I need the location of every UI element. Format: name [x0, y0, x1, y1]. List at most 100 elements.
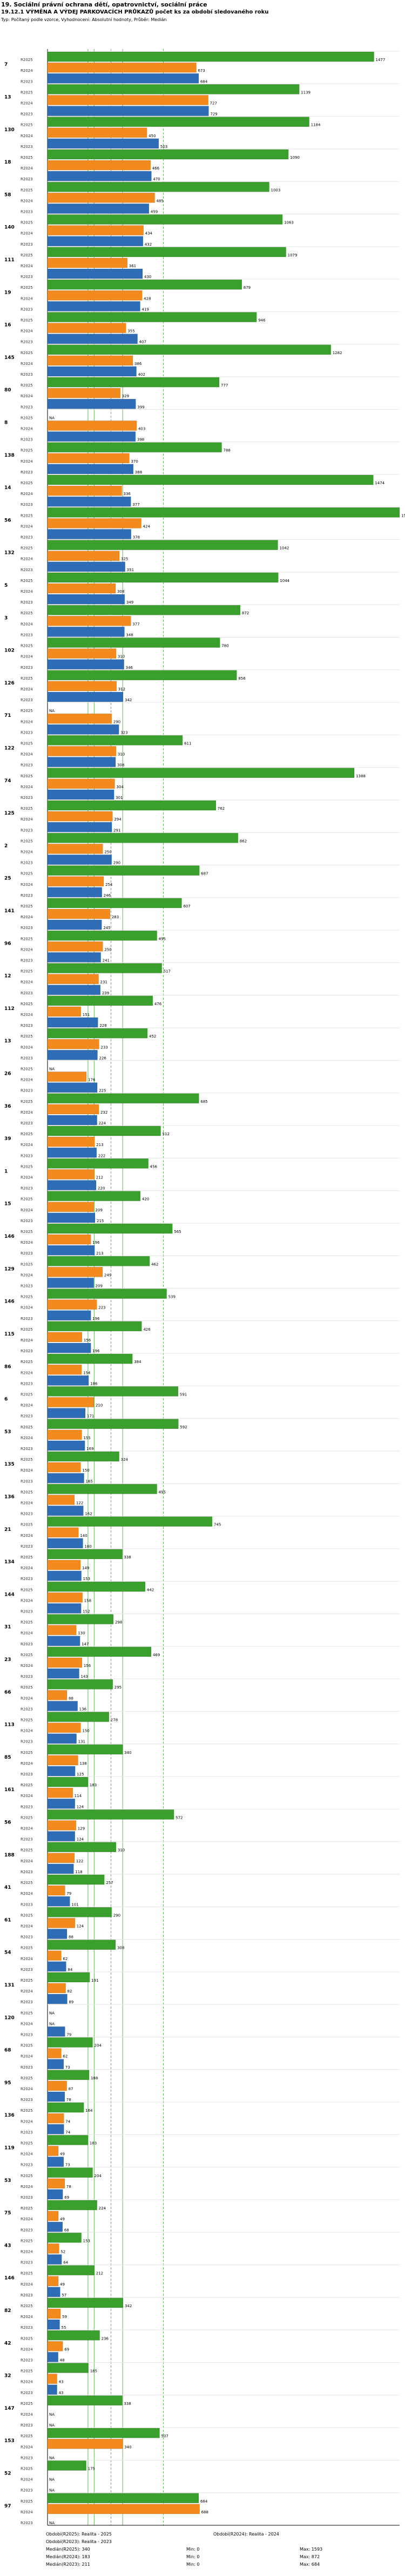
- bar: [47, 1082, 98, 1093]
- group-label: 16: [4, 323, 11, 328]
- data-label: 879: [244, 286, 251, 290]
- series-label: R2023: [21, 2293, 33, 2297]
- data-label: 57: [62, 2293, 66, 2297]
- group-label: 95: [4, 2080, 11, 2086]
- series-label: R2024: [21, 1013, 33, 1017]
- series-label: R2023: [21, 1805, 33, 1809]
- series-label: R2024: [21, 589, 33, 594]
- data-label: 210: [96, 1404, 103, 1408]
- series-label: R2023: [21, 2326, 33, 2330]
- series-label: R2024: [21, 2055, 33, 2059]
- data-label: 450: [148, 134, 156, 138]
- series-label: R2024: [21, 492, 33, 496]
- table-title: 19.12.1 VÝMĚNA A VÝDEJ PARKOVACÍCH PRŮKA…: [1, 9, 269, 15]
- bar: [47, 496, 131, 507]
- bar: [47, 1592, 83, 1603]
- group-label: 39: [4, 1136, 11, 1142]
- series-label: R2024: [21, 1598, 33, 1603]
- legend-series-2024: Období(R2024): Realita - 2024: [213, 2532, 279, 2537]
- bar: [47, 2287, 60, 2297]
- series-label: R2025: [21, 1588, 33, 1592]
- bar: [47, 844, 103, 854]
- bar: [47, 1994, 68, 2004]
- series-label: R2024: [21, 1794, 33, 1798]
- bar: [47, 431, 136, 442]
- data-label: 154: [83, 1371, 91, 1375]
- data-label: 209: [96, 1208, 103, 1212]
- bar: [47, 572, 279, 583]
- group-label: 75: [4, 2211, 11, 2216]
- bar: [47, 2059, 64, 2070]
- series-label: R2024: [21, 2185, 33, 2189]
- group-label: 32: [4, 2374, 11, 2379]
- legend-median-2023: Medián(R2023): 211: [46, 2562, 90, 2567]
- bar: [47, 344, 331, 355]
- data-label: 1388: [356, 774, 366, 778]
- data-label: 592: [180, 1425, 187, 1429]
- data-label: 183: [90, 2141, 97, 2145]
- data-label: 539: [168, 1295, 176, 1299]
- group-label: 71: [4, 713, 11, 718]
- bar: [47, 1516, 213, 1527]
- group-label: 52: [4, 2471, 11, 2477]
- data-label: 459: [151, 210, 158, 214]
- bar: [47, 1918, 76, 1928]
- bar: [47, 225, 144, 235]
- data-label: 223: [98, 1306, 105, 1310]
- series-label: R2025: [21, 806, 33, 811]
- data-label: 1477: [376, 58, 386, 62]
- data-label: 215: [97, 1219, 104, 1223]
- bar: [47, 193, 155, 203]
- bar: [47, 1755, 78, 1766]
- data-label: NA: [49, 2521, 55, 2525]
- bar: [47, 898, 182, 909]
- data-label: 147: [82, 1642, 89, 1646]
- bar: [47, 1798, 76, 1809]
- bar: [47, 355, 133, 366]
- series-label: R2025: [21, 449, 33, 453]
- series-label: R2023: [21, 2489, 33, 2493]
- data-label: 378: [133, 535, 140, 540]
- series-label: R2023: [21, 503, 33, 507]
- group-label: 144: [4, 1592, 15, 1597]
- series-label: R2023: [21, 275, 33, 279]
- bar: [47, 51, 374, 62]
- series-label: R2024: [21, 134, 33, 138]
- data-label: 196: [92, 1317, 100, 1321]
- group-label: 96: [4, 941, 11, 946]
- bar: [47, 421, 137, 431]
- bar: [47, 941, 103, 952]
- bar: [47, 2374, 57, 2384]
- data-label: 946: [258, 318, 266, 323]
- data-label: 370: [131, 459, 138, 464]
- series-label: R2024: [21, 947, 33, 952]
- bar: [47, 464, 134, 474]
- data-label: 233: [100, 1045, 107, 1049]
- series-label: R2023: [21, 2391, 33, 2395]
- bar: [47, 2157, 64, 2167]
- data-label: 424: [143, 524, 151, 528]
- bar: [47, 2113, 64, 2124]
- bar: [47, 1039, 99, 1049]
- data-label: 591: [180, 1393, 187, 1397]
- group-label: 130: [4, 127, 15, 133]
- series-label: R2023: [21, 1089, 33, 1093]
- group-label: 53: [4, 1429, 11, 1435]
- data-label: 1042: [279, 546, 289, 551]
- data-label: 82: [68, 1989, 72, 1994]
- series-label: R2023: [21, 600, 33, 605]
- data-label: 872: [242, 611, 249, 615]
- data-label: 136: [79, 1707, 87, 1711]
- series-label: R2023: [21, 730, 33, 735]
- group-label: 140: [4, 225, 15, 231]
- bar: [47, 95, 208, 105]
- bar: [47, 811, 113, 822]
- series-label: R2024: [21, 199, 33, 203]
- series-label: R2025: [21, 1555, 33, 1560]
- data-label: 156: [84, 1338, 91, 1343]
- series-label: R2023: [21, 2261, 33, 2265]
- data-label: 456: [150, 1164, 158, 1169]
- bar: [47, 2221, 63, 2232]
- group-label: 132: [4, 551, 15, 556]
- series-label: R2024: [21, 1240, 33, 1245]
